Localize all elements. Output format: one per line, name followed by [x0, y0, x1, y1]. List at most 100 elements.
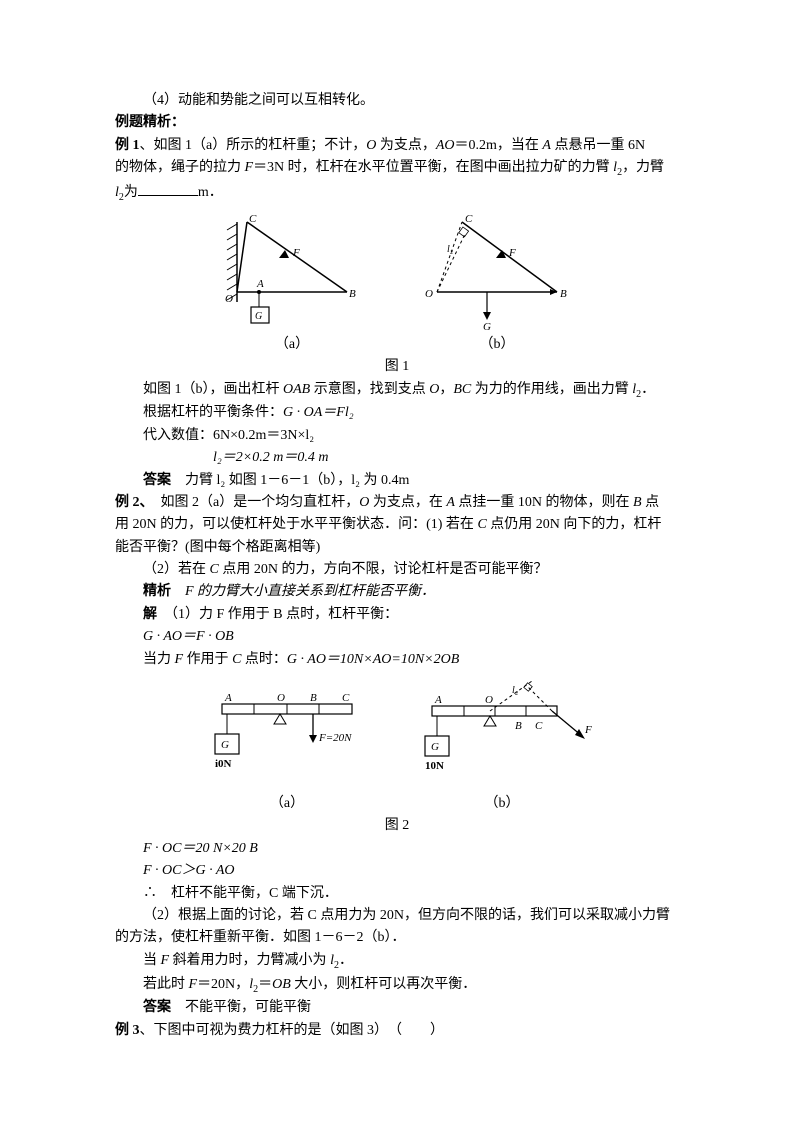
diagram-2b: A O B C G 10N F l₂: [407, 681, 597, 791]
svg-text:B: B: [349, 288, 356, 300]
s1l1a: 如图 1（b），画出杠杆: [143, 382, 283, 397]
ex2-d4b: ＝20N，: [197, 977, 249, 992]
blank-field: [138, 181, 198, 196]
ex2-d4F: F: [189, 977, 198, 992]
ex2-d2: 的方法，使杠杆重新平衡．如图 1－6－2（b）．: [115, 930, 406, 945]
svg-text:G: G: [483, 321, 491, 332]
s1l3: 代入数值：6N×0.2m＝3N×l₂: [143, 428, 314, 443]
ex2-C2: C: [210, 562, 219, 577]
svg-text:O: O: [425, 288, 433, 300]
ex2-l2: 用 20N 的力，可以使杠杆处于水平平衡状态．问：(1) 若在: [115, 517, 477, 532]
fig2a-caption: （a）: [197, 793, 377, 815]
page-container: （4）动能和势能之间可以互相转化。 例题精析： 例 1、如图 1（a）所示的杠杆…: [0, 0, 794, 1123]
fig1b-caption: （b）: [417, 334, 577, 356]
svg-text:A: A: [434, 694, 442, 706]
s1l1e: ．: [641, 382, 655, 397]
svg-text:l₂: l₂: [447, 244, 454, 255]
s1-ans-label: 答案: [143, 473, 171, 488]
figure-1b: C O B l₂ F G （b）: [417, 212, 577, 356]
ex2-m2d: G · AO＝10N×AO=10N×2OB: [287, 652, 459, 667]
s1l1b: 示意图，找到支点: [310, 382, 429, 397]
text-4: （4）动能和势能之间可以互相转化。: [143, 93, 374, 108]
s1l2f: G · OA＝Fl₂: [283, 405, 354, 420]
figure-1-label: 图 1: [115, 356, 679, 378]
figure-1a: C O B F A G （a）: [217, 212, 367, 356]
ex2-m2c: 点时：: [241, 652, 287, 667]
ex2-l3: 能否平衡？(图中每个格距离相等): [115, 540, 320, 555]
diagram-1a: C O B F A G: [217, 212, 367, 332]
example-2-line1: 例 2、 如图 2（a）是一个均匀直杠杆，O 为支点，在 A 点挂一重 10N …: [115, 492, 679, 514]
ex1-O: O: [366, 138, 376, 153]
s1-O: O: [429, 382, 439, 397]
fig1a-caption: （a）: [217, 334, 367, 356]
line-4: （4）动能和势能之间可以互相转化。: [115, 90, 679, 112]
ex2-m2F: F: [175, 652, 184, 667]
ex2-d3c: ．: [339, 953, 353, 968]
ex1-A: A: [542, 138, 551, 153]
sol1-line1: 如图 1（b），画出杠杆 OAB 示意图，找到支点 O，BC 为力的作用线，画出…: [115, 379, 679, 403]
ex2-m2a: 当力: [143, 652, 175, 667]
ex3-label: 例 3: [115, 1023, 140, 1038]
ex2-l4: （2）若在: [143, 562, 210, 577]
ex1-l2b: ＝3N 时，杠杆在水平位置平衡，在图中画出拉力矿的力臂: [253, 160, 613, 175]
svg-text:C: C: [342, 692, 350, 704]
ex2-t1b: 为支点，在: [369, 495, 446, 510]
ex2-l4b: 点用 20N 的力，方向不限，讨论杠杆是否可能平衡？: [219, 562, 548, 577]
svg-text:O: O: [277, 692, 285, 704]
svg-text:O: O: [485, 694, 493, 706]
svg-text:O: O: [225, 293, 233, 305]
ex2-label: 例 2、: [115, 495, 147, 510]
svg-text:C: C: [249, 213, 257, 225]
figure-2-row: A O B C G i0N F=20N （a）: [115, 681, 679, 815]
ex2-d3b: 斜着用力时，力臂减小为: [169, 953, 330, 968]
heading-examples: 例题精析：: [115, 112, 679, 134]
fig2b-caption: （b）: [407, 793, 597, 815]
ex2-disc2: 的方法，使杠杆重新平衡．如图 1－6－2（b）．: [115, 927, 679, 949]
ex2-math4: F · OC＞G · AO: [115, 860, 679, 882]
figure-2a: A O B C G i0N F=20N （a）: [197, 681, 377, 815]
ex1-label: 例 1: [115, 138, 140, 153]
ex2-jingxi: 精析 F 的力臂大小直接关系到杠杆能否平衡．: [115, 581, 679, 603]
ex1-l3c: m．: [198, 185, 223, 200]
sol1-line4: l₂＝2×0.2 m＝0.4 m: [115, 447, 679, 469]
ex3-body: 、下图中可视为费力杠杆的是（如图 3） （ ）: [140, 1023, 445, 1038]
sol1-line2: 根据杠杆的平衡条件：G · OA＝Fl₂: [115, 402, 679, 424]
ex2-l2b: 点仍用 20N 向下的力，杠杆: [487, 517, 662, 532]
ex2-answer: 答案 不能平衡，可能平衡: [115, 997, 679, 1019]
ex2-C: C: [477, 517, 486, 532]
ex2-ans-label: 答案: [143, 1000, 171, 1015]
diagram-2a: A O B C G i0N F=20N: [197, 681, 377, 791]
ex2-disc3: 当 F 斜着用力时，力臂减小为 l2．: [115, 950, 679, 974]
svg-text:C: C: [465, 213, 473, 225]
ex2-jie-label: 解: [143, 607, 157, 622]
s1l4: l₂＝2×0.2 m＝0.4 m: [213, 450, 328, 465]
ex2-d4a: 若此时: [143, 977, 189, 992]
ex1-l3b: 为: [124, 185, 138, 200]
ex1-F: F: [245, 160, 254, 175]
svg-text:F: F: [584, 724, 592, 736]
ex2-O: O: [359, 495, 369, 510]
diagram-1b: C O B l₂ F G: [417, 212, 577, 332]
ex2-m2C: C: [232, 652, 241, 667]
s1l1d: 为力的作用线，画出力臂: [471, 382, 632, 397]
ex2-d4OB: OB: [272, 977, 291, 992]
ex1-l2c: ，力臂: [622, 160, 664, 175]
svg-text:F: F: [508, 247, 516, 259]
svg-text:i0N: i0N: [215, 758, 232, 770]
ex2-d1: （2）根据上面的讨论，若 C 点用力为 20N，但方向不限的话，我们可以采取减小…: [143, 908, 670, 923]
example-1-line3: l2为m．: [115, 181, 679, 206]
example-1-line2: 的物体，绳子的拉力 F＝3N 时，杠杆在水平位置平衡，在图中画出拉力矿的力臂 l…: [115, 157, 679, 181]
s1l1c: ，: [439, 382, 453, 397]
s1-OAB: OAB: [283, 382, 310, 397]
ex2-t1: 如图 2（a）是一个均匀直杠杆，: [147, 495, 360, 510]
s1-BC: BC: [453, 382, 471, 397]
svg-text:G: G: [431, 741, 439, 753]
ex2-d4d: 大小，则杠杆可以再次平衡．: [291, 977, 477, 992]
svg-text:A: A: [224, 692, 232, 704]
ex2-jx: F 的力臂大小直接关系到杠杆能否平衡．: [171, 584, 435, 599]
ex2-jie: 解 （1）力 F 作用于 B 点时，杠杆平衡：: [115, 604, 679, 626]
s1l2: 根据杠杆的平衡条件：: [143, 405, 283, 420]
ex2-m4: F · OC＞G · AO: [143, 863, 235, 878]
ex1-t3: ＝0.2m，当在: [455, 138, 543, 153]
figure-2b: A O B C G 10N F l₂: [407, 681, 597, 815]
